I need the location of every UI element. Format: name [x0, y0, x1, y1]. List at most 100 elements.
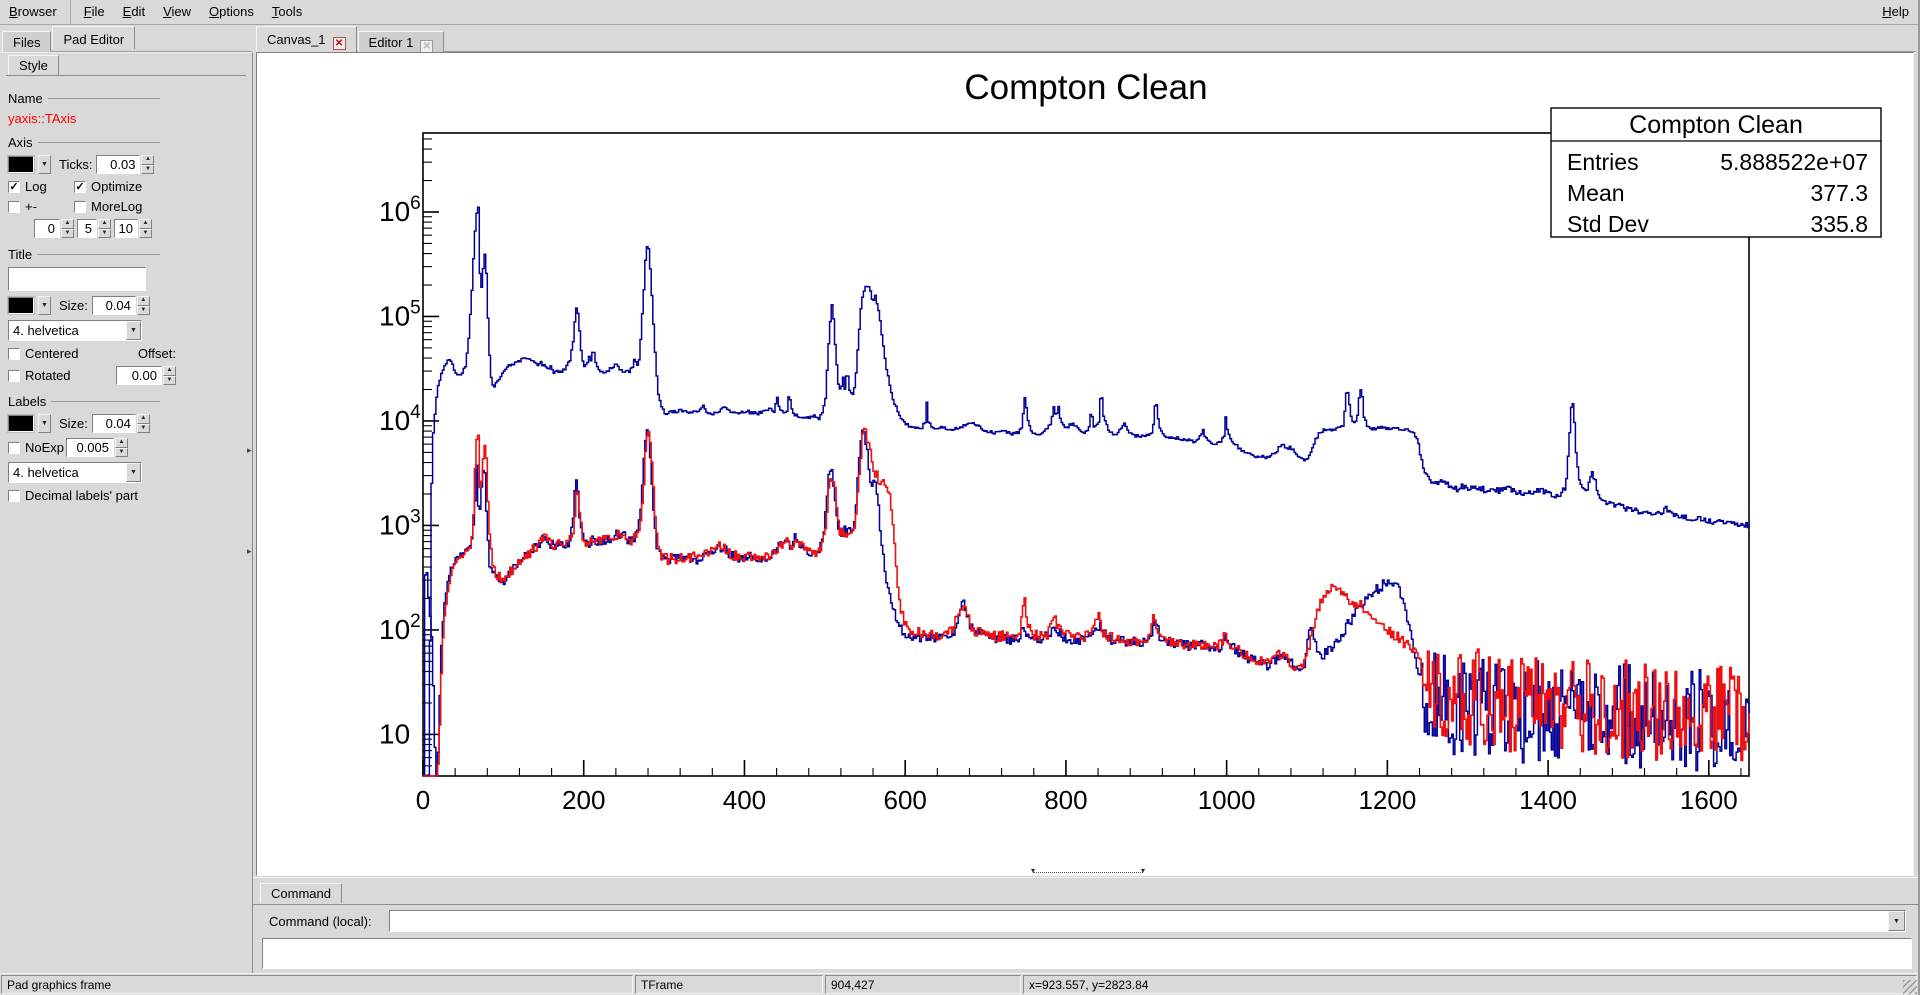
morelog-checkbox[interactable]: [74, 200, 86, 213]
stats-row-label: Std Dev: [1567, 211, 1649, 237]
offset-spinner[interactable]: 0.00 ▲ ▼: [116, 366, 176, 385]
splitter-arrow-icon[interactable]: ▸: [247, 445, 252, 455]
tab-command[interactable]: Command: [260, 883, 342, 903]
tertiary-divisions-spinner[interactable]: 10 ▲ ▼: [114, 219, 152, 238]
noexp-checkbox[interactable]: [8, 441, 20, 454]
x-tick-label: 1600: [1680, 785, 1738, 815]
title-color-dropdown-icon[interactable]: ▼: [38, 296, 51, 315]
y-tick-label: 104: [379, 402, 421, 436]
status-user-coords: x=923.557, y=2823.84: [1023, 975, 1917, 994]
status-pixel-coords: 904,427: [825, 975, 1021, 994]
tab-canvas-1-label: Canvas_1: [267, 32, 326, 47]
chevron-down-icon[interactable]: ▼: [1888, 911, 1905, 931]
title-font-select[interactable]: 4. helvetica ▼: [8, 320, 142, 341]
tab-style[interactable]: Style: [8, 55, 59, 75]
title-size-spinner[interactable]: 0.04 ▲ ▼: [91, 296, 150, 315]
y-tick-label: 106: [379, 193, 421, 227]
menu-browser[interactable]: Browser: [9, 4, 57, 19]
labels-size-label: Size:: [59, 416, 88, 431]
status-object-title: Pad graphics frame: [1, 975, 633, 994]
chevron-down-icon[interactable]: ▼: [126, 463, 141, 482]
name-group-header: Name: [8, 91, 160, 106]
command-panel: ▾ ▾ Command Command (local): ▼: [253, 866, 1918, 973]
axis-group-header: Axis: [8, 135, 160, 150]
stats-row-label: Entries: [1567, 149, 1639, 175]
horizontal-splitter-handle[interactable]: ▾ ▾: [1031, 866, 1145, 880]
tab-files[interactable]: Files: [2, 31, 52, 52]
title-color-swatch[interactable]: [7, 296, 35, 315]
log-label: Log: [25, 179, 47, 194]
resize-grip[interactable]: [1903, 980, 1917, 994]
plot-title: Compton Clean: [964, 68, 1207, 107]
ticks-spinner[interactable]: 0.03 ▲ ▼: [96, 155, 155, 174]
labels-font-select[interactable]: 4. helvetica ▼: [8, 462, 142, 483]
series-lower-blue-clean: [423, 429, 1750, 777]
menu-edit[interactable]: Edit: [122, 4, 146, 19]
menu-tools[interactable]: Tools: [271, 4, 303, 19]
left-tab-strip: Files Pad Editor: [2, 26, 252, 52]
command-output-box: [262, 938, 1912, 969]
menu-options[interactable]: Options: [209, 4, 254, 19]
decimal-labels-label: Decimal labels' part: [25, 488, 139, 503]
status-object-class: TFrame: [635, 975, 823, 994]
title-group-header: Title: [8, 247, 160, 262]
primary-divisions-spinner[interactable]: 0 ▲ ▼: [34, 219, 74, 238]
command-input[interactable]: [390, 911, 1888, 931]
centered-label: Centered: [25, 346, 79, 361]
menu-divider: [69, 0, 71, 25]
plot-frame: [422, 132, 1750, 777]
x-tick-label: 0: [416, 785, 430, 815]
plusminus-label: +-: [25, 199, 37, 214]
axis-color-swatch[interactable]: [7, 155, 35, 174]
noexp-label: NoExp: [25, 440, 65, 455]
labels-color-dropdown-icon[interactable]: ▼: [38, 414, 51, 433]
tab-pad-editor[interactable]: Pad Editor: [52, 26, 136, 49]
y-tick-label: 102: [379, 611, 421, 645]
x-tick-label: 800: [1044, 785, 1087, 815]
spin-down-icon[interactable]: ▼: [141, 164, 155, 174]
menu-bar: Browser File Edit View Options Tools Help: [0, 0, 1918, 25]
axis-color-dropdown-icon[interactable]: ▼: [38, 155, 51, 174]
labels-color-swatch[interactable]: [7, 414, 35, 433]
secondary-divisions-spinner[interactable]: 5 ▲ ▼: [77, 219, 111, 238]
plusminus-checkbox[interactable]: [8, 200, 20, 213]
root-canvas[interactable]: 0 200 400 600 800 1000 1200 1400 1600 10 102 103 104…: [256, 52, 1914, 876]
pad-editor-panel: Style Name yaxis::TAxis Axis ▼ Ticks: 0.…: [0, 52, 253, 973]
selected-object-name: yaxis::TAxis: [8, 111, 77, 126]
close-canvas-icon[interactable]: ✕: [332, 37, 346, 50]
menu-help[interactable]: Help: [1882, 4, 1909, 19]
canvas-tab-strip: Canvas_1 ✕ Editor 1 ✕: [256, 26, 1916, 55]
menu-view[interactable]: View: [163, 4, 192, 19]
y-tick-label: 103: [379, 506, 421, 540]
rotated-checkbox[interactable]: [8, 369, 20, 382]
x-tick-label: 600: [883, 785, 926, 815]
x-tick-label: 1200: [1358, 785, 1416, 815]
x-axis: 0 200 400 600 800 1000 1200 1400 1600: [416, 760, 1742, 815]
decimal-labels-checkbox[interactable]: [8, 489, 20, 502]
labels-size-spinner[interactable]: 0.04 ▲ ▼: [91, 414, 150, 433]
y-axis: 10 102 103 104 105 106: [379, 138, 439, 777]
stats-row-value: 5.888522e+07: [1720, 149, 1868, 175]
rotated-label: Rotated: [25, 368, 71, 383]
menu-file[interactable]: File: [83, 4, 105, 19]
status-bar: Pad graphics frame TFrame 904,427 x=923.…: [0, 973, 1918, 995]
centered-checkbox[interactable]: [8, 347, 20, 360]
tab-canvas-1[interactable]: Canvas_1 ✕: [256, 26, 357, 52]
optimize-checkbox[interactable]: ✓: [74, 180, 86, 193]
spin-up-icon[interactable]: ▲: [141, 155, 155, 165]
tab-editor-1[interactable]: Editor 1 ✕: [357, 31, 445, 55]
stats-row-value: 335.8: [1810, 211, 1868, 237]
series-upper-blue-total: [423, 206, 1750, 777]
tab-editor-1-label: Editor 1: [368, 35, 414, 50]
stats-box[interactable]: Compton Clean Entries 5.888522e+07 Mean 377.…: [1550, 107, 1882, 238]
splitter-arrow-icon[interactable]: ▸: [247, 546, 252, 556]
stats-row-value: 377.3: [1810, 180, 1868, 206]
log-checkbox[interactable]: ✓: [8, 180, 20, 193]
title-input[interactable]: [8, 267, 146, 291]
stats-title: Compton Clean: [1629, 111, 1803, 139]
compton-clean-plot: 0 200 400 600 800 1000 1200 1400 1600 10 102 103 104…: [379, 68, 1882, 815]
offset-label: Offset:: [137, 346, 176, 361]
chevron-down-icon[interactable]: ▼: [126, 321, 141, 340]
labels-offset-spinner[interactable]: 0.005 ▲ ▼: [66, 438, 128, 457]
